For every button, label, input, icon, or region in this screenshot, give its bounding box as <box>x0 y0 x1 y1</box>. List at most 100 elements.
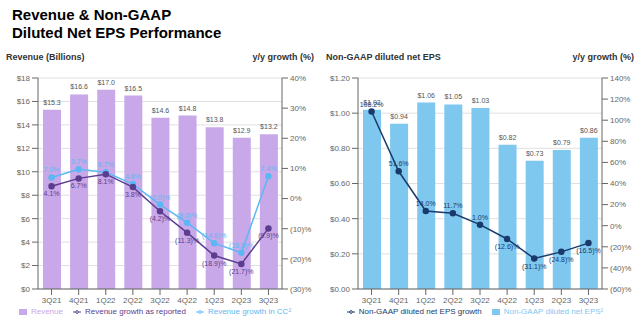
svg-text:14.0%: 14.0% <box>416 200 436 207</box>
svg-text:$6: $6 <box>21 215 30 224</box>
svg-text:(18.0)%: (18.0)% <box>229 242 254 250</box>
svg-text:(20)%: (20)% <box>290 255 311 264</box>
svg-text:4Q22: 4Q22 <box>177 296 197 305</box>
svg-text:4.8%: 4.8% <box>125 173 141 180</box>
svg-text:40%: 40% <box>290 74 306 83</box>
svg-text:$14: $14 <box>17 121 31 130</box>
svg-text:7.4%: 7.4% <box>260 165 276 172</box>
svg-text:2Q22: 2Q22 <box>123 296 143 305</box>
svg-text:(24.8)%: (24.8)% <box>549 256 574 264</box>
svg-text:$1.20: $1.20 <box>330 74 351 83</box>
svg-text:$16.5: $16.5 <box>125 85 143 92</box>
html-text:Revenue & Non-GAAP Diluted Net: Revenue & Non-GAAP Diluted Net EPS Perfo… <box>12 6 222 41</box>
svg-text:$0: $0 <box>21 285 30 294</box>
svg-text:$1.06: $1.06 <box>417 92 435 99</box>
svg-text:(11.3)%: (11.3)% <box>175 237 199 245</box>
svg-text:0%: 0% <box>610 222 622 231</box>
svg-text:40%: 40% <box>610 179 626 188</box>
svg-text:$0.20: $0.20 <box>330 250 351 259</box>
svg-text:(40)%: (40)% <box>610 264 631 273</box>
svg-text:120%: 120% <box>610 95 630 104</box>
svg-text:$1.03: $1.03 <box>472 97 490 104</box>
svg-text:$0.86: $0.86 <box>580 127 598 134</box>
svg-text:80%: 80% <box>610 137 626 146</box>
svg-text:60%: 60% <box>610 158 626 167</box>
svg-text:20%: 20% <box>290 134 306 143</box>
svg-text:(18.9)%: (18.9)% <box>202 260 227 268</box>
svg-text:$4: $4 <box>21 238 30 247</box>
svg-text:$0.73: $0.73 <box>526 150 544 157</box>
svg-text:1Q23: 1Q23 <box>524 296 544 305</box>
svg-text:(16.5)%: (16.5)% <box>576 247 601 255</box>
html-text:Revenue (Billions): Revenue (Billions) <box>6 52 85 62</box>
svg-text:$0.60: $0.60 <box>330 179 351 188</box>
svg-text:(30)%: (30)% <box>290 285 311 294</box>
svg-text:3Q22: 3Q22 <box>470 296 490 305</box>
svg-text:(31.1)%: (31.1)% <box>522 263 547 271</box>
svg-text:$0.00: $0.00 <box>330 285 351 294</box>
svg-text:3Q21: 3Q21 <box>362 296 382 305</box>
svg-text:$0.94: $0.94 <box>390 113 408 120</box>
svg-text:4.1%: 4.1% <box>44 190 60 197</box>
svg-text:108.2%: 108.2% <box>360 101 384 108</box>
svg-text:4Q22: 4Q22 <box>497 296 517 305</box>
svg-text:9.7%: 9.7% <box>71 158 87 165</box>
svg-text:(14.8)%: (14.8)% <box>202 232 227 240</box>
svg-text:4Q21: 4Q21 <box>69 296 89 305</box>
svg-text:(9.9)%: (9.9)% <box>258 232 279 240</box>
svg-text:(12.6)%: (12.6)% <box>495 243 520 251</box>
svg-text:11.7%: 11.7% <box>443 202 462 209</box>
svg-text:140%: 140% <box>610 74 630 83</box>
svg-text:$0.40: $0.40 <box>330 215 351 224</box>
svg-text:$0.80: $0.80 <box>330 144 351 153</box>
svg-text:1Q22: 1Q22 <box>96 296 116 305</box>
svg-text:6.7%: 6.7% <box>71 182 87 189</box>
svg-text:1Q22: 1Q22 <box>416 296 436 305</box>
svg-text:2Q23: 2Q23 <box>552 296 572 305</box>
svg-text:$10: $10 <box>17 168 31 177</box>
svg-text:7.0%: 7.0% <box>44 166 60 173</box>
svg-text:(10)%: (10)% <box>290 225 311 234</box>
svg-text:$0.82: $0.82 <box>499 134 517 141</box>
svg-text:$16.6: $16.6 <box>70 83 88 90</box>
svg-text:$12: $12 <box>17 144 31 153</box>
svg-text:100%: 100% <box>610 116 630 125</box>
svg-text:$18: $18 <box>17 74 31 83</box>
svg-text:1Q23: 1Q23 <box>204 296 224 305</box>
svg-text:3Q22: 3Q22 <box>150 296 170 305</box>
svg-text:$17.0: $17.0 <box>97 79 115 86</box>
svg-text:$16: $16 <box>17 97 31 106</box>
svg-text:(8.0)%: (8.0)% <box>177 212 198 220</box>
svg-text:20%: 20% <box>610 200 626 209</box>
svg-text:$12.9: $12.9 <box>233 127 251 134</box>
svg-text:10%: 10% <box>290 164 306 173</box>
svg-text:51.6%: 51.6% <box>389 160 409 167</box>
svg-text:$14.6: $14.6 <box>152 107 170 114</box>
svg-text:$15.3: $15.3 <box>43 99 61 106</box>
svg-text:$2: $2 <box>21 261 30 270</box>
svg-text:0%: 0% <box>290 194 302 203</box>
svg-text:3Q21: 3Q21 <box>42 296 62 305</box>
svg-text:1.0%: 1.0% <box>472 214 488 221</box>
svg-text:$8: $8 <box>21 191 30 200</box>
svg-text:3Q23: 3Q23 <box>579 296 599 305</box>
svg-text:(2.0)%: (2.0)% <box>150 194 171 202</box>
svg-text:3Q23: 3Q23 <box>259 296 279 305</box>
svg-text:$1.00: $1.00 <box>330 109 351 118</box>
svg-text:4Q21: 4Q21 <box>389 296 409 305</box>
svg-text:(21.7)%: (21.7)% <box>229 268 254 276</box>
svg-text:(20)%: (20)% <box>610 243 631 252</box>
svg-text:30%: 30% <box>290 104 306 113</box>
svg-text:(4.2)%: (4.2)% <box>150 215 171 223</box>
svg-text:$13.8: $13.8 <box>206 116 224 123</box>
svg-text:3.8%: 3.8% <box>125 191 141 198</box>
svg-text:(60)%: (60)% <box>610 285 631 294</box>
svg-text:8.7%: 8.7% <box>98 161 114 168</box>
svg-text:2Q22: 2Q22 <box>443 296 463 305</box>
svg-text:$14.8: $14.8 <box>179 105 197 112</box>
svg-text:$1.05: $1.05 <box>445 93 463 100</box>
svg-text:8.1%: 8.1% <box>98 178 114 185</box>
svg-text:$13.2: $13.2 <box>260 123 278 130</box>
svg-text:$0.79: $0.79 <box>553 139 571 146</box>
svg-text:2Q23: 2Q23 <box>232 296 252 305</box>
